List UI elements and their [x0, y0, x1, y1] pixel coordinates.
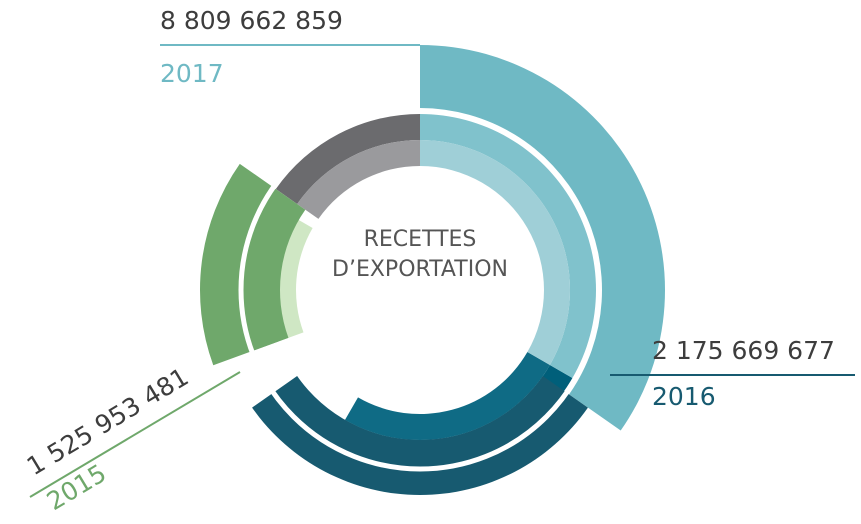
- value-label: 8 809 662 859: [160, 6, 343, 35]
- inner-ring: [420, 140, 570, 365]
- center-label: RECETTES: [364, 227, 477, 252]
- segment: [420, 45, 665, 431]
- inner-ring: [297, 140, 420, 219]
- value-label: 1 525 953 481: [22, 362, 194, 481]
- segment: [252, 376, 588, 495]
- gap-ring: [238, 108, 602, 472]
- center-label: D’EXPORTATION: [332, 257, 508, 282]
- inner-ring: [420, 114, 596, 378]
- inner-ring: [345, 352, 550, 440]
- segment: [200, 163, 306, 366]
- value-label: 2 175 669 677: [652, 336, 835, 365]
- inner-ring: [275, 114, 420, 204]
- legend-label: 2016: [652, 382, 716, 411]
- legend-label: 2017: [160, 59, 224, 88]
- leader-line: [29, 371, 241, 498]
